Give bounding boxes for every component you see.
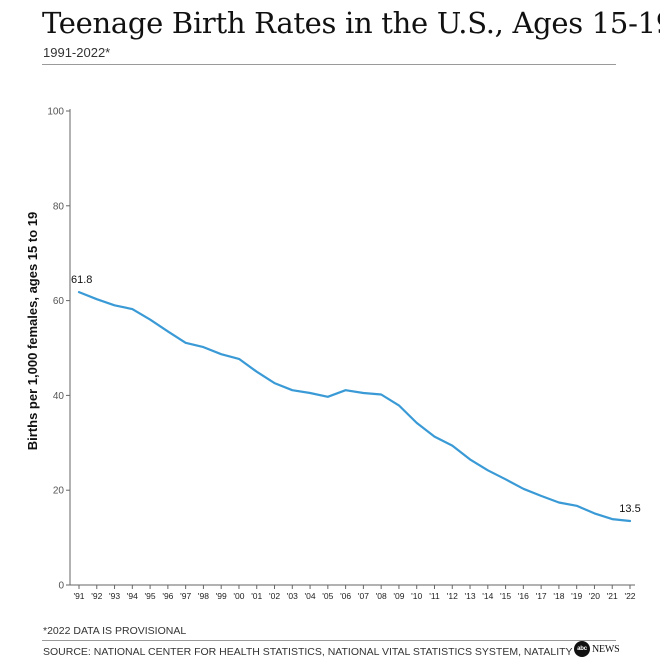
x-tick-label: '13 <box>464 591 475 601</box>
x-tick-label: '92 <box>91 591 102 601</box>
annotations-layer: 61.8 13.5 <box>71 274 641 515</box>
x-tick-label: '15 <box>500 591 511 601</box>
x-tick-label: '96 <box>162 591 173 601</box>
abc-logo-icon: abc <box>574 641 590 657</box>
x-tick-label: '04 <box>305 591 316 601</box>
series-line <box>79 292 630 521</box>
y-tick-label: 80 <box>53 201 65 212</box>
x-tick-label: '22 <box>624 591 635 601</box>
x-tick-label: '16 <box>518 591 529 601</box>
data-label: 13.5 <box>619 503 640 515</box>
line-chart: 0 20 40 60 80 100 '91 '92 '93 '94 '95 '96 '97 '98 '99… <box>0 0 660 620</box>
x-tick-label: '12 <box>447 591 458 601</box>
footer-divider <box>42 640 616 641</box>
x-tick-label: '99 <box>216 591 227 601</box>
x-tick-label: '10 <box>411 591 422 601</box>
x-tick-label: '21 <box>607 591 618 601</box>
y-tick-label: 60 <box>53 296 65 307</box>
series-layer <box>79 292 630 521</box>
x-tick-label: '17 <box>536 591 547 601</box>
x-tick-label: '19 <box>571 591 582 601</box>
x-tick-label: '06 <box>340 591 351 601</box>
footnote: *2022 DATA IS PROVISIONAL <box>43 625 186 637</box>
source-note: SOURCE: NATIONAL CENTER FOR HEALTH STATI… <box>43 646 573 658</box>
x-tick-label: '18 <box>553 591 564 601</box>
x-tick-label: '95 <box>145 591 156 601</box>
x-tick-label: '00 <box>233 591 244 601</box>
news-wordmark: NEWS <box>592 644 620 655</box>
y-axis: 0 20 40 60 80 100 <box>47 107 70 592</box>
y-tick-label: 0 <box>58 581 64 592</box>
x-tick-label: '20 <box>589 591 600 601</box>
x-tick-label: '05 <box>322 591 333 601</box>
y-tick-label: 100 <box>47 107 64 118</box>
data-label: 61.8 <box>71 274 92 286</box>
x-tick-label: '94 <box>127 591 138 601</box>
x-tick-label: '07 <box>358 591 369 601</box>
y-axis-label: Births per 1,000 females, ages 15 to 19 <box>25 212 40 450</box>
x-tick-label: '02 <box>269 591 280 601</box>
x-tick-label: '91 <box>73 591 84 601</box>
x-tick-label: '98 <box>198 591 209 601</box>
abc-news-logo: abc NEWS <box>574 641 620 657</box>
y-tick-label: 40 <box>53 391 65 402</box>
x-tick-label: '97 <box>180 591 191 601</box>
x-tick-label: '08 <box>376 591 387 601</box>
x-tick-label: '03 <box>287 591 298 601</box>
x-tick-label: '93 <box>109 591 120 601</box>
x-axis: '91 '92 '93 '94 '95 '96 '97 '98 '99 '00 '01 '02 '03 '… <box>70 585 636 601</box>
x-tick-label: '14 <box>482 591 493 601</box>
x-tick-label: '09 <box>393 591 404 601</box>
x-tick-label: '01 <box>251 591 262 601</box>
x-tick-label: '11 <box>429 591 440 601</box>
y-tick-label: 20 <box>53 486 65 497</box>
